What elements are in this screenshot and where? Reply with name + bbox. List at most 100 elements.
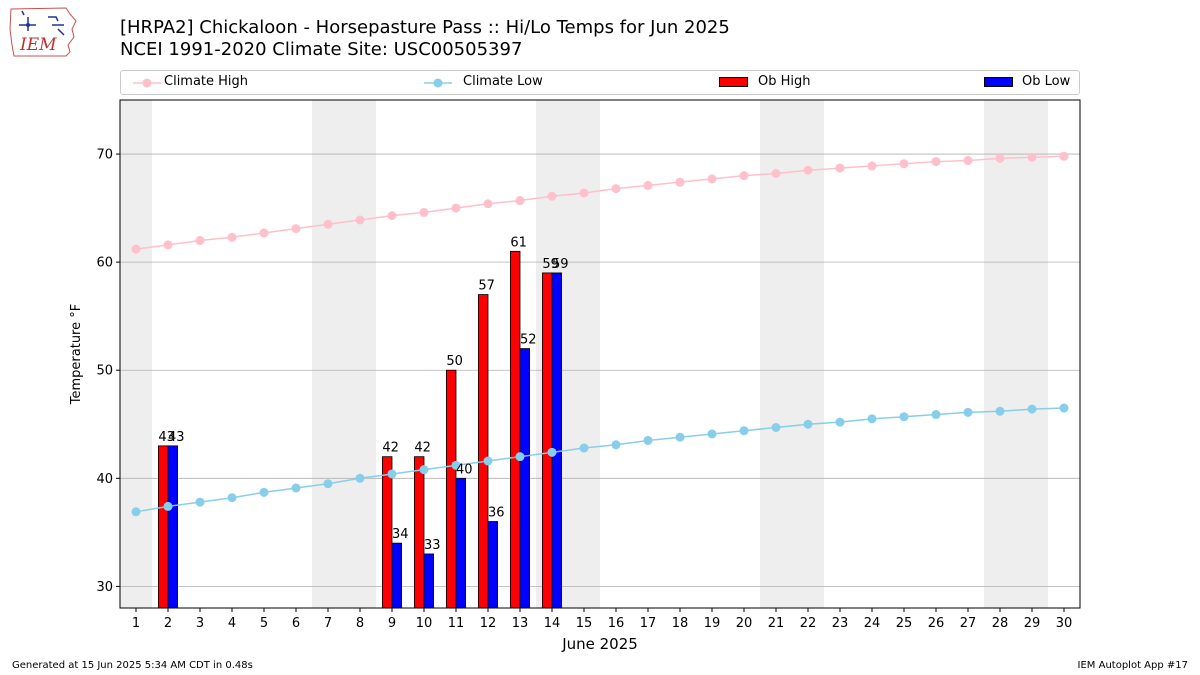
climate-low-point bbox=[611, 440, 621, 450]
climate-high-point bbox=[291, 224, 301, 234]
x-tick-label: 30 bbox=[1056, 616, 1073, 631]
y-tick-label: 50 bbox=[96, 364, 113, 379]
legend-label-climate-high: Climate High bbox=[164, 74, 249, 89]
climate-low-point bbox=[579, 443, 589, 453]
x-tick-label: 21 bbox=[768, 616, 785, 631]
climate-low-point bbox=[291, 483, 301, 493]
legend-label-ob-low: Ob Low bbox=[1022, 74, 1071, 89]
climate-low-point bbox=[835, 417, 845, 427]
x-tick-label: 2 bbox=[164, 616, 172, 631]
x-tick-label: 3 bbox=[196, 616, 204, 631]
climate-high-point bbox=[1027, 152, 1037, 162]
ob-low-bar bbox=[391, 542, 403, 609]
ob-high-label: 43 bbox=[158, 430, 175, 445]
iowa-outline-icon bbox=[9, 7, 77, 57]
climate-high-point bbox=[611, 184, 621, 194]
ob-low-label: 43 bbox=[168, 430, 185, 445]
climate-high-point bbox=[899, 159, 909, 169]
x-tick-label: 26 bbox=[928, 616, 945, 631]
x-tick-label: 11 bbox=[448, 616, 465, 631]
x-tick-label: 1 bbox=[132, 616, 140, 631]
x-tick-label: 23 bbox=[832, 616, 849, 631]
climate-low-point bbox=[547, 447, 557, 457]
weekend-band bbox=[120, 100, 152, 608]
climate-high-point bbox=[643, 180, 653, 190]
climate-low-point bbox=[323, 479, 333, 489]
ob-high-bar bbox=[477, 294, 489, 609]
climate-low-point bbox=[995, 406, 1005, 416]
x-tick-label: 27 bbox=[960, 616, 977, 631]
climate-high-point bbox=[323, 219, 333, 229]
y-tick-label: 30 bbox=[96, 580, 113, 595]
climate-high-point bbox=[867, 161, 877, 171]
climate-high-point bbox=[419, 207, 429, 217]
climate-low-point bbox=[1027, 404, 1037, 414]
climate-high-point bbox=[739, 171, 749, 181]
climate-low-point bbox=[483, 456, 493, 466]
climate-high-point bbox=[931, 157, 941, 167]
ob-low-label: 34 bbox=[392, 527, 409, 542]
climate-low-line bbox=[135, 407, 1065, 513]
ob-low-label: 33 bbox=[424, 538, 441, 553]
climate-high-point bbox=[163, 240, 173, 250]
climate-low-point bbox=[387, 469, 397, 479]
climate-high-line bbox=[135, 155, 1065, 250]
ob-high-bar bbox=[381, 456, 393, 609]
ob-high-bar bbox=[509, 250, 521, 609]
legend: Climate High Climate Low Ob High Ob Low bbox=[120, 70, 1080, 95]
ob-high-label: 59 bbox=[542, 257, 559, 272]
x-tick-label: 16 bbox=[608, 616, 625, 631]
ob-low-label: 59 bbox=[552, 257, 569, 272]
x-tick-label: 19 bbox=[704, 616, 721, 631]
climate-low-point bbox=[675, 432, 685, 442]
climate-high-point bbox=[387, 211, 397, 221]
x-tick-label: 25 bbox=[896, 616, 913, 631]
climate-low-point bbox=[163, 501, 173, 511]
climate-low-point bbox=[707, 429, 717, 439]
x-tick-label: 7 bbox=[324, 616, 332, 631]
x-tick-label: 24 bbox=[864, 616, 881, 631]
ob-high-bar bbox=[542, 272, 553, 609]
weekend-band bbox=[760, 100, 824, 608]
climate-high-point bbox=[675, 177, 685, 187]
climate-high-point bbox=[771, 168, 781, 178]
climate-low-point bbox=[739, 426, 749, 436]
ob-low-bar bbox=[455, 477, 467, 609]
x-tick-label: 28 bbox=[992, 616, 1009, 631]
ob-high-bar bbox=[445, 369, 457, 609]
climate-high-point bbox=[451, 203, 461, 213]
climate-low-point bbox=[803, 419, 813, 429]
bar-value-labels: 43 42 42 50 57 61 59 43 34 33 40 36 52 59 bbox=[158, 235, 568, 553]
climate-high-point bbox=[227, 232, 237, 242]
climate-low-point bbox=[227, 493, 237, 503]
climate-high-point bbox=[483, 199, 493, 209]
climate-lines bbox=[131, 151, 1069, 517]
ob-high-bar-swatch bbox=[719, 77, 748, 87]
climate-low-point bbox=[515, 452, 525, 462]
x-tick-label: 12 bbox=[480, 616, 497, 631]
weekend-bands bbox=[120, 100, 1048, 608]
x-ticks: 1 2 3 4 5 6 7 8 9 10 11 12 13 14 15 16 17 18 19 20 21 22 23 24 2… bbox=[132, 608, 1072, 631]
climate-low-point bbox=[451, 460, 461, 470]
climate-low-point bbox=[1059, 403, 1069, 413]
climate-high-point bbox=[355, 215, 365, 225]
y-tick-label: 40 bbox=[96, 472, 113, 487]
x-tick-label: 4 bbox=[228, 616, 236, 631]
ob-high-label: 50 bbox=[446, 354, 463, 369]
climate-low-point bbox=[131, 507, 141, 517]
climate-high-point bbox=[131, 244, 141, 254]
ob-low-label: 52 bbox=[520, 333, 537, 348]
climate-high-point bbox=[995, 153, 1005, 163]
ob-high-label: 42 bbox=[382, 441, 399, 456]
x-tick-label: 9 bbox=[388, 616, 396, 631]
weekend-band bbox=[984, 100, 1048, 608]
chart-subtitle: NCEI 1991-2020 Climate Site: USC00505397 bbox=[120, 39, 523, 60]
climate-low-point bbox=[259, 487, 269, 497]
ob-low-bar bbox=[551, 272, 563, 609]
climate-high-point bbox=[547, 191, 557, 201]
climate-high-point bbox=[707, 174, 717, 184]
ob-low-label: 36 bbox=[488, 506, 505, 521]
x-tick-label: 6 bbox=[292, 616, 300, 631]
ob-high-bar bbox=[157, 445, 169, 609]
